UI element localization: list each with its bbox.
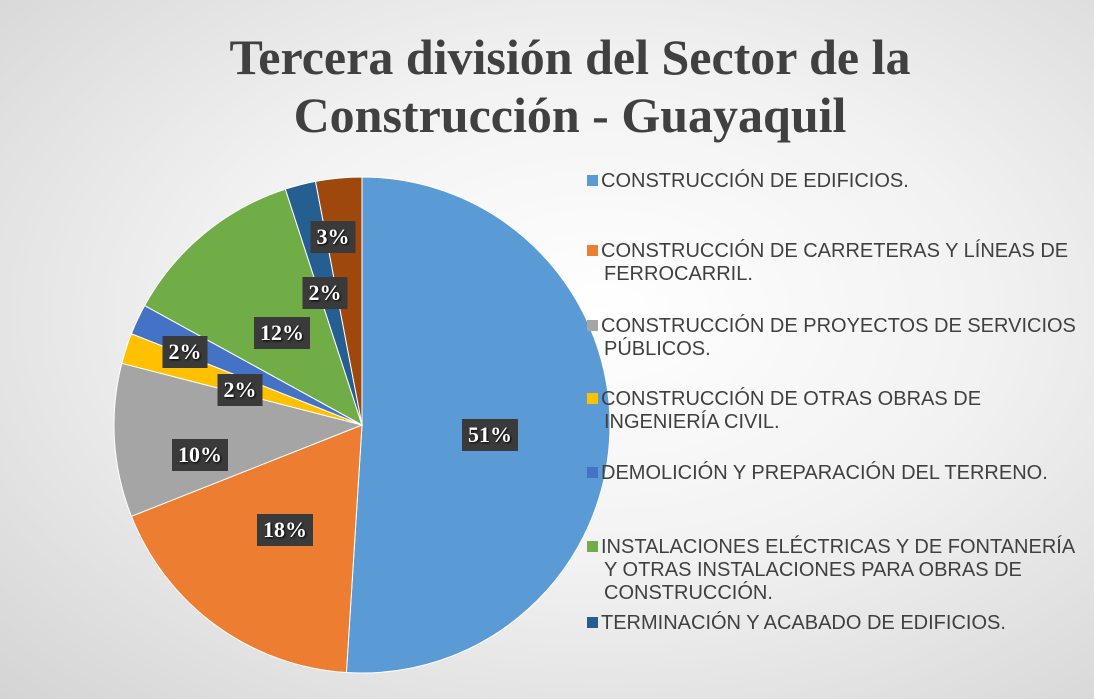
- data-label: 3%: [310, 221, 356, 253]
- legend-entry: INSTALACIONES ELÉCTRICAS Y DE FONTANERÍA…: [587, 536, 1084, 605]
- legend-swatch: [587, 617, 598, 628]
- legend-entry: CONSTRUCCIÓN DE EDIFICIOS.: [587, 170, 1084, 193]
- data-label: 2%: [302, 277, 348, 309]
- legend-label: INSTALACIONES ELÉCTRICAS Y DE FONTANERÍA…: [601, 536, 1075, 604]
- legend-swatch: [587, 320, 598, 331]
- pie-slice: [113, 362, 364, 517]
- data-label: 10%: [172, 439, 228, 471]
- data-label: 18%: [257, 514, 313, 546]
- legend-swatch: [587, 175, 598, 186]
- legend-entry: CONSTRUCCIÓN DE PROYECTOS DE SERVICIOS P…: [587, 315, 1084, 361]
- legend-label: CONSTRUCCIÓN DE OTRAS OBRAS DE INGENIERÍ…: [601, 388, 982, 433]
- legend-entry: CONSTRUCCIÓN DE CARRETERAS Y LÍNEAS DE F…: [587, 240, 1084, 286]
- data-label: 12%: [254, 317, 310, 349]
- legend-entry: TERMINACIÓN Y ACABADO DE EDIFICIOS.: [587, 612, 1084, 635]
- legend-label: CONSTRUCCIÓN DE CARRETERAS Y LÍNEAS DE F…: [601, 240, 1069, 285]
- legend-label: DEMOLICIÓN Y PREPARACIÓN DEL TERRENO.: [601, 462, 1048, 484]
- chart-title: Tercera división del Sector de la Constr…: [229, 29, 911, 143]
- legend-swatch: [587, 467, 598, 478]
- legend-entry: CONSTRUCCIÓN DE OTRAS OBRAS DE INGENIERÍ…: [587, 388, 1084, 434]
- pie-slice: [130, 424, 363, 674]
- data-label: 51%: [462, 419, 518, 451]
- legend-entry: DEMOLICIÓN Y PREPARACIÓN DEL TERRENO.: [587, 462, 1084, 485]
- legend-label: CONSTRUCCIÓN DE PROYECTOS DE SERVICIOS P…: [601, 315, 1076, 360]
- legend-swatch: [587, 245, 598, 256]
- data-label: 2%: [162, 336, 208, 368]
- data-label: 2%: [217, 374, 263, 406]
- legend-swatch: [587, 541, 598, 552]
- pie-slice: [143, 188, 363, 427]
- legend-swatch: [587, 393, 598, 404]
- legend-label: CONSTRUCCIÓN DE EDIFICIOS.: [601, 170, 909, 192]
- legend-label: TERMINACIÓN Y ACABADO DE EDIFICIOS.: [601, 612, 1006, 634]
